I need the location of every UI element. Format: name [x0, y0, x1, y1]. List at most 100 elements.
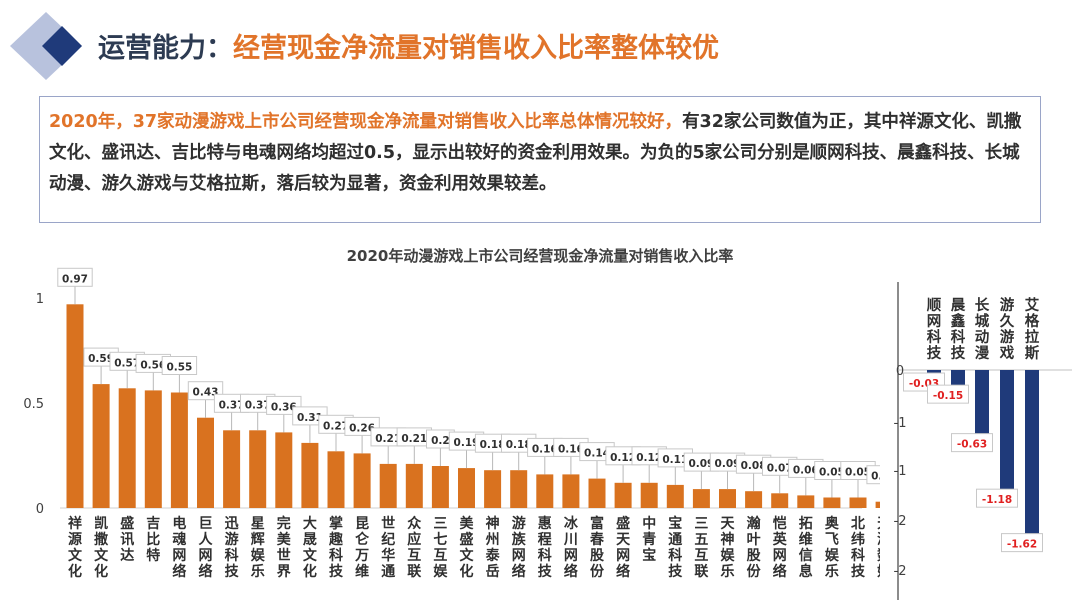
data-label: 0.36	[271, 401, 297, 413]
category-label: 凯撒文化	[94, 515, 109, 580]
data-label: 0.18	[480, 439, 506, 451]
data-label-box	[1001, 533, 1043, 553]
category-label: 吉比特	[146, 515, 160, 564]
y-tick-label: 0	[896, 364, 904, 379]
bar	[405, 463, 423, 508]
bar	[275, 432, 293, 508]
data-label: 0.14	[584, 448, 610, 460]
category-label: 恺英网络	[772, 515, 788, 580]
bar	[353, 453, 371, 508]
data-label: 0.07	[767, 462, 793, 474]
data-label-box	[57, 267, 93, 287]
category-label: 三七互娱	[433, 516, 448, 580]
category-label: 众应互联	[407, 515, 422, 580]
data-label: 0.37	[245, 399, 271, 411]
category-label: 完美世界	[277, 515, 292, 580]
bar	[771, 493, 789, 508]
category-label: 神州泰岳	[485, 515, 501, 580]
summary-highlight: 2020年，37家动漫游戏上市公司经营现金净流量对销售收入比率总体情况较好，	[49, 112, 683, 132]
data-label: 0.31	[297, 412, 323, 424]
bar	[170, 392, 188, 508]
bar	[927, 370, 941, 374]
page-title: 运营能力：经营现金净流量对销售收入比率整体较优	[98, 33, 719, 64]
category-label: 宝通科技	[668, 515, 683, 580]
data-label: 0.26	[349, 422, 375, 434]
category-label: 大晟文化	[303, 515, 318, 580]
data-label: 0.05	[819, 467, 845, 479]
data-label: 0.43	[193, 387, 219, 399]
bar	[1000, 370, 1014, 490]
y-tick-label: 1	[36, 292, 44, 307]
data-label: 0.56	[140, 359, 166, 371]
category-label: 富春股份	[589, 515, 605, 580]
category-label: 电魂网络	[172, 515, 186, 580]
bar	[588, 478, 606, 508]
data-label-box	[161, 356, 198, 375]
data-label: -0.63	[957, 439, 987, 451]
positive-ratio-chart: 0 0.5 1 0.97 祥源文化 0.59 凯撒文化 0.57 盛讯达 0.56 吉比特 0.55 电…	[23, 267, 880, 580]
category-label: 晨鑫科技	[950, 296, 966, 362]
bar	[223, 430, 241, 508]
category-label: 昆仑万维	[354, 516, 370, 580]
category-label: 中青宝	[642, 515, 656, 564]
data-label-box	[866, 465, 880, 485]
category-label: 盛天网络	[616, 515, 631, 580]
data-label: 0.16	[532, 443, 558, 455]
category-label: 迅游科技	[225, 516, 240, 580]
data-label: -1.62	[1007, 539, 1037, 551]
category-label: 顺网科技	[927, 297, 942, 362]
category-label: 美盛文化	[460, 515, 475, 580]
y-tick-label: -2	[894, 514, 907, 529]
data-label: -0.15	[933, 390, 963, 402]
data-label: 0.19	[454, 437, 480, 449]
bar	[327, 451, 345, 508]
y-tick-label: 0	[36, 502, 44, 517]
data-label: 0.21	[401, 433, 427, 445]
bar	[875, 501, 880, 508]
bar	[536, 474, 554, 508]
decorative-diamonds	[10, 12, 82, 80]
y-tick-label: 0.5	[23, 397, 44, 412]
bar	[484, 470, 502, 508]
bar	[975, 370, 989, 434]
data-label: 0.09	[688, 458, 714, 470]
data-label: 0.08	[741, 460, 767, 472]
category-label: 长城动漫	[975, 296, 990, 362]
category-label: 北纬科技	[851, 516, 866, 580]
category-label: 三五互联	[694, 516, 709, 580]
bar	[431, 466, 449, 508]
data-label: 0.59	[88, 353, 114, 365]
bar	[745, 491, 763, 508]
data-label: 0.09	[715, 458, 741, 470]
data-label: 0.97	[62, 273, 88, 285]
category-label: 巨人网络	[199, 516, 214, 580]
data-label: 0.55	[166, 362, 192, 374]
y-tick-label: -1	[894, 416, 907, 431]
category-label: 瀚叶股份	[747, 515, 762, 580]
data-label-box	[976, 488, 1018, 508]
category-label: 游久游戏	[999, 296, 1015, 362]
data-label: 0.18	[506, 439, 532, 451]
bar	[197, 417, 214, 508]
summary-box: 2020年，37家动漫游戏上市公司经营现金净流量对销售收入比率总体情况较好，有3…	[39, 96, 1041, 223]
bar	[92, 384, 110, 508]
data-label: 0.12	[610, 452, 636, 464]
category-label: 天神娱乐	[721, 516, 736, 580]
data-label: 0.03	[871, 471, 880, 483]
bar	[510, 470, 528, 508]
y-tick-label: -2	[894, 564, 907, 579]
bar	[951, 370, 965, 386]
summary-body: 有32家公司数值为正，其中祥源文化、凯撒文化、盛讯达、吉比特与电魂网络均超过0.…	[49, 112, 1022, 194]
category-label: 冰川网络	[563, 515, 579, 580]
category-label: 祥源文化	[68, 515, 83, 580]
bar	[118, 388, 136, 508]
data-label: 0.05	[845, 467, 871, 479]
bar	[614, 482, 632, 508]
category-label: 奥飞娱乐	[825, 515, 840, 580]
data-label: 0.11	[662, 454, 688, 466]
bar	[144, 390, 162, 508]
category-label: 世纪华通	[381, 515, 395, 580]
data-label: 0.57	[114, 357, 140, 369]
bar	[1025, 370, 1039, 534]
data-label: 0.16	[558, 443, 584, 455]
